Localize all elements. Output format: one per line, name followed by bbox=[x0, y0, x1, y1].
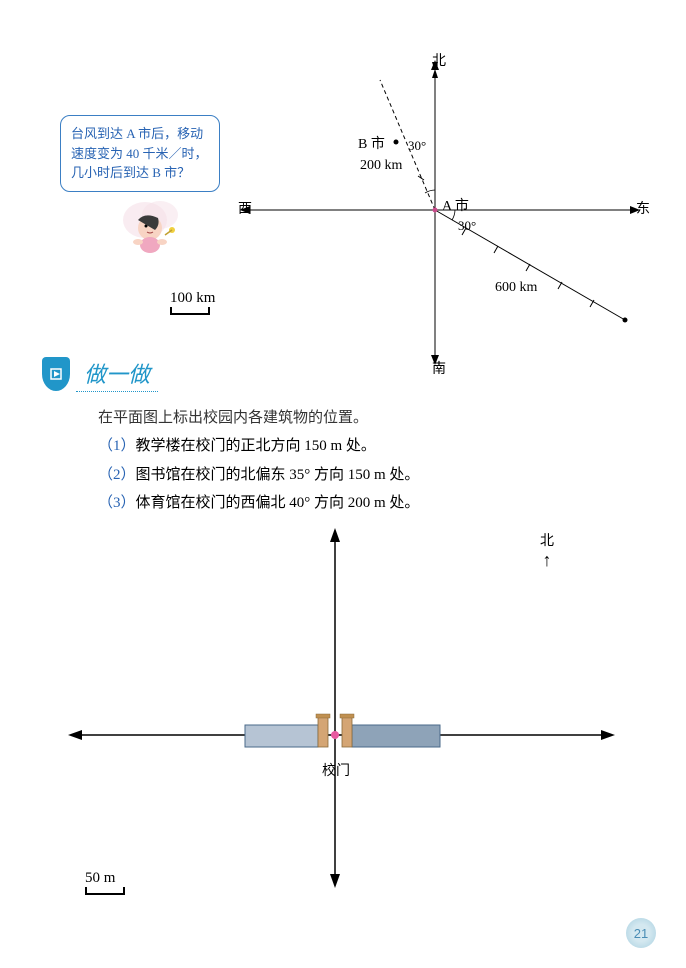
scale-bar-50m: 50 m bbox=[85, 870, 125, 895]
west-label: 西 bbox=[238, 198, 252, 218]
gate-label: 校门 bbox=[322, 760, 350, 780]
problem-1: （1）教学楼在校门的正北方向 150 m 处。 bbox=[98, 432, 419, 461]
p2-num: （2） bbox=[98, 467, 136, 483]
city-b-label: B 市 bbox=[358, 133, 385, 153]
city-a-label: A 市 bbox=[442, 195, 469, 215]
north-label: 北 bbox=[432, 50, 446, 70]
problem-3: （3）体育馆在校门的西偏北 40° 方向 200 m 处。 bbox=[98, 489, 419, 518]
dist-600km: 600 km bbox=[495, 280, 537, 296]
speech-bubble: 台风到达 A 市后，移动 速度变为 40 千米／时， 几小时后到达 B 市？ bbox=[60, 115, 220, 192]
angle-30-top: 30° bbox=[408, 138, 426, 154]
scale-50m-text: 50 m bbox=[85, 870, 125, 887]
scale-bar-100km: 100 km bbox=[170, 290, 215, 315]
problem-2: （2）图书馆在校门的北偏东 35° 方向 150 m 处。 bbox=[98, 461, 419, 490]
p3-num: （3） bbox=[98, 495, 136, 511]
east-label: 东 bbox=[636, 198, 650, 218]
campus-diagram bbox=[60, 520, 620, 890]
problem-list: （1）教学楼在校门的正北方向 150 m 处。 （2）图书馆在校门的北偏东 35… bbox=[98, 432, 419, 518]
compass-diagram bbox=[230, 50, 650, 370]
p3-text: 体育馆在校门的西偏北 40° 方向 200 m 处。 bbox=[136, 495, 420, 511]
badge-icon bbox=[42, 357, 70, 391]
fairy-illustration bbox=[110, 190, 190, 265]
bubble-line1: 台风到达 A 市后，移动 bbox=[71, 124, 209, 144]
p1-num: （1） bbox=[98, 438, 136, 454]
angle-30-bottom: 30° bbox=[458, 218, 476, 234]
section-title: 做一做 bbox=[76, 355, 158, 392]
page-num-text: 21 bbox=[634, 926, 648, 941]
scale-100km-text: 100 km bbox=[170, 290, 215, 307]
south-label: 南 bbox=[432, 358, 446, 378]
intro-text: 在平面图上标出校园内各建筑物的位置。 bbox=[98, 405, 368, 432]
bubble-line2: 速度变为 40 千米／时， bbox=[71, 144, 209, 164]
p1-text: 教学楼在校门的正北方向 150 m 处。 bbox=[136, 438, 376, 454]
bubble-line3: 几小时后到达 B 市？ bbox=[71, 163, 209, 183]
dist-200km: 200 km bbox=[360, 158, 402, 174]
p2-text: 图书馆在校门的北偏东 35° 方向 150 m 处。 bbox=[136, 467, 420, 483]
page-number: 21 bbox=[626, 918, 656, 948]
section-badge: 做一做 bbox=[42, 355, 158, 392]
